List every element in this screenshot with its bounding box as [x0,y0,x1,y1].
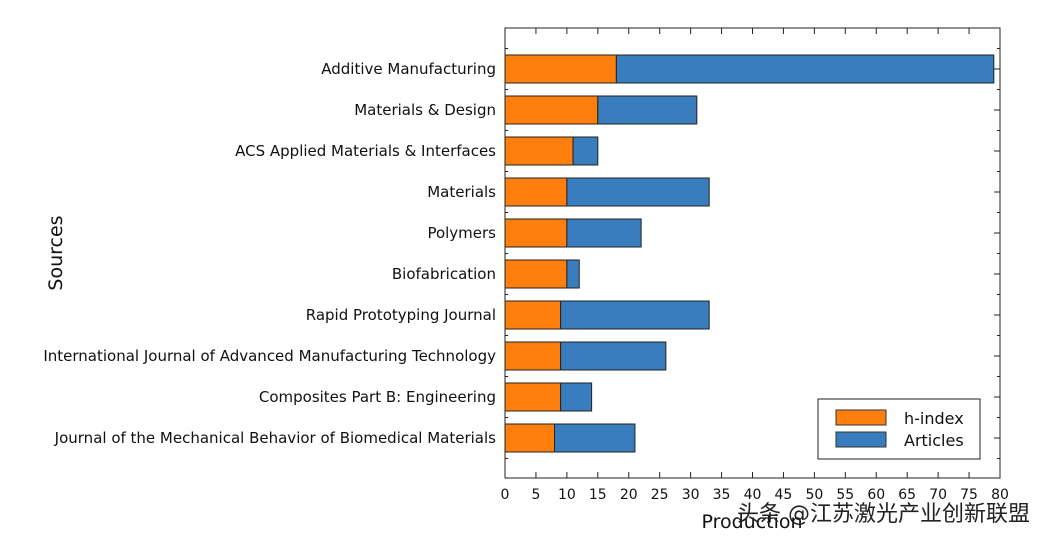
legend-label-articles: Articles [904,431,964,450]
bar-h-index [504,95,599,125]
category-label: ACS Applied Materials & Interfaces [235,142,496,160]
category-label: International Journal of Advanced Manufa… [43,347,496,365]
category-label: Materials & Design [354,101,496,119]
bar-h-index [504,177,568,207]
category-label: Biofabrication [392,265,496,283]
legend-box [817,398,981,460]
x-axis-title: Production [701,511,802,533]
bar-articles [560,341,667,371]
x-tick-label: 0 [501,487,510,503]
legend-swatch-h-index [835,409,887,426]
x-tick-label: 20 [620,487,638,503]
x-tick-label: 70 [929,487,947,503]
x-tick-label: 55 [836,487,854,503]
category-label: Journal of the Mechanical Behavior of Bi… [54,429,496,447]
category-labels: Additive Manufacturing Materials & Design… [43,60,496,447]
bar-articles [615,54,995,84]
x-ticks: 0 5 10 15 20 25 30 35 40 45 50 55 60 65 70 75 80 [501,28,1009,503]
category-label: Additive Manufacturing [321,60,496,78]
bar-h-index [504,218,568,248]
bar-articles [566,177,710,207]
x-tick-label: 35 [713,487,731,503]
bar-h-index [504,136,574,166]
bar-articles [566,218,642,248]
bar-articles [572,136,599,166]
bar-h-index [504,382,562,412]
category-label: Rapid Prototyping Journal [306,306,496,324]
x-tick-label: 45 [775,487,793,503]
y-axis-title: Sources [45,215,67,290]
bar-h-index [504,341,562,371]
x-tick-label: 80 [991,487,1009,503]
x-tick-label: 75 [960,487,978,503]
x-tick-label: 30 [682,487,700,503]
bar-articles [560,382,593,412]
bar-h-index [504,54,617,84]
x-tick-label: 50 [805,487,823,503]
x-tick-label: 15 [589,487,607,503]
bar-articles [597,95,698,125]
legend-swatch-articles [835,431,887,448]
bar-h-index [504,259,568,289]
x-tick-label: 65 [898,487,916,503]
category-label: Composites Part B: Engineering [259,388,496,406]
x-tick-label: 5 [531,487,540,503]
x-tick-label: 25 [651,487,669,503]
legend-label-h-index: h-index [904,409,964,428]
legend: h-index Articles [817,398,981,460]
watermark: 头条 @江苏激光产业创新联盟 [737,502,1030,527]
x-tick-label: 10 [558,487,576,503]
bar-articles [566,259,580,289]
category-label: Polymers [427,224,496,242]
bars-group [504,54,995,453]
x-tick-label: 40 [744,487,762,503]
bar-h-index [504,423,555,453]
bar-h-index [504,300,562,330]
x-tick-label: 60 [867,487,885,503]
category-label: Materials [427,183,496,201]
bar-articles [554,423,636,453]
bar-articles [560,300,710,330]
